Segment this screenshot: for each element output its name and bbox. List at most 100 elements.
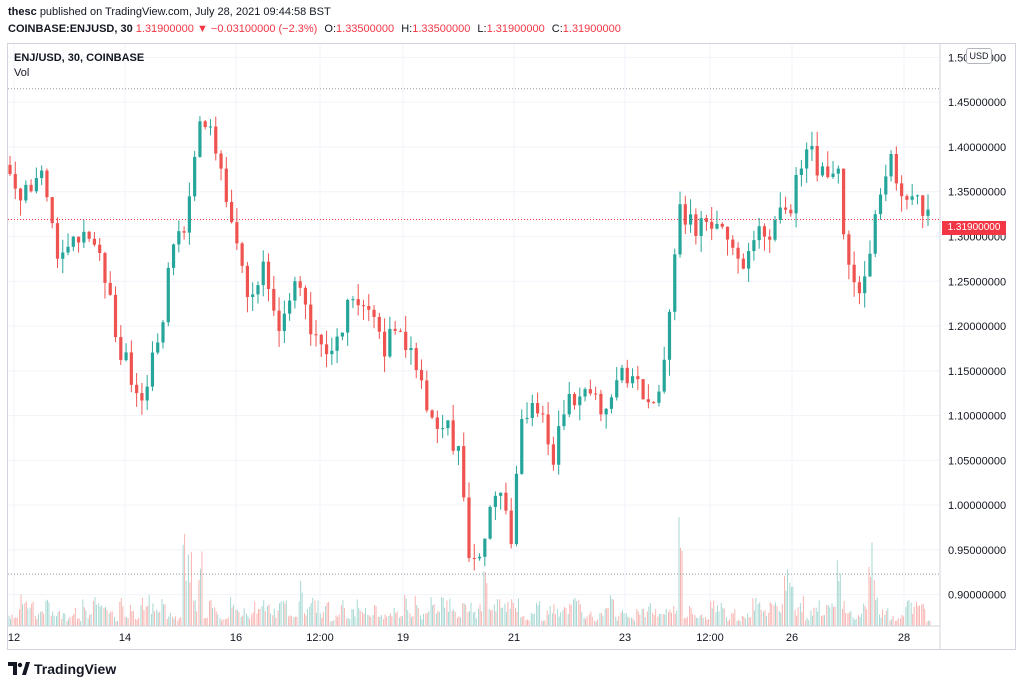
volume-bar	[655, 609, 657, 626]
volume-bar	[438, 611, 440, 626]
volume-bar	[683, 618, 685, 626]
volume-bar	[701, 614, 703, 626]
volume-bar	[908, 600, 910, 626]
volume-bar	[748, 617, 750, 626]
candle-body	[87, 231, 91, 239]
candle-body	[219, 153, 223, 169]
volume-bar	[263, 600, 265, 626]
volume-bar	[525, 619, 527, 626]
volume-bar	[726, 617, 728, 626]
volume-bar	[752, 598, 754, 626]
volume-bar	[532, 614, 534, 626]
volume-bar	[316, 612, 317, 626]
volume-bar	[454, 611, 456, 626]
volume-bar	[502, 607, 504, 626]
volume-bar	[48, 602, 50, 626]
x-tick-label: 12:00	[306, 632, 334, 644]
volume-bar	[68, 618, 70, 626]
candle-body	[699, 218, 703, 236]
volume-bar	[845, 612, 847, 626]
candle-body	[509, 510, 513, 545]
volume-bar	[77, 618, 79, 626]
volume-bar	[414, 595, 416, 626]
candle-body	[229, 202, 234, 223]
candle-body	[29, 184, 33, 192]
candle-body	[720, 223, 724, 227]
volume-bar	[495, 611, 497, 626]
volume-bar	[386, 616, 388, 626]
volume-bar	[140, 604, 142, 626]
volume-bar	[611, 598, 613, 626]
volume-bar	[569, 603, 571, 626]
candle-body	[472, 558, 476, 560]
candle-body	[382, 331, 387, 357]
volume-bar	[69, 617, 71, 626]
volume-bar	[585, 618, 587, 626]
open-value: 1.33500000	[336, 23, 395, 35]
volume-bar	[356, 599, 358, 626]
volume-bar	[90, 613, 92, 626]
volume-bar	[604, 608, 606, 626]
volume-bar	[101, 605, 103, 626]
volume-bar	[789, 582, 791, 626]
volume-bar	[231, 607, 233, 626]
volume-bar	[117, 620, 119, 626]
candle-body	[346, 299, 350, 333]
volume-bar	[404, 594, 406, 626]
currency-badge[interactable]: USD	[966, 48, 992, 64]
volume-bar	[771, 603, 773, 626]
candle-body	[50, 197, 54, 224]
candle-body	[430, 410, 434, 418]
candle-body	[288, 300, 292, 314]
volume-bar	[484, 572, 486, 626]
candle-body	[293, 281, 297, 301]
volume-bar	[437, 610, 439, 626]
volume-bar	[447, 611, 449, 626]
volume-bar	[755, 597, 757, 626]
candle-body	[76, 236, 81, 243]
volume-bar	[227, 617, 229, 626]
volume-bar	[625, 613, 627, 626]
volume-bar	[89, 614, 91, 626]
volume-bar	[922, 603, 924, 626]
volume-bar	[591, 616, 593, 626]
volume-bar	[716, 605, 718, 626]
volume-bar	[896, 620, 898, 626]
volume-bar	[667, 612, 669, 626]
volume-bar	[27, 608, 29, 626]
volume-bar	[34, 616, 36, 626]
candle-body	[235, 222, 239, 244]
candle-body	[546, 414, 550, 445]
volume-bar	[773, 605, 775, 626]
y-tick-label: 1.40000000	[948, 142, 1006, 154]
volume-bar	[875, 599, 877, 626]
volume-bar	[474, 611, 476, 626]
volume-bar	[314, 600, 316, 626]
volume-bar	[848, 612, 850, 626]
volume-bar	[669, 609, 671, 626]
volume-bars	[8, 517, 931, 626]
y-tick-label: 1.20000000	[948, 321, 1006, 333]
candle-body	[594, 393, 598, 395]
volume-bar	[674, 613, 676, 626]
volume-bar	[727, 620, 729, 626]
volume-bar	[694, 615, 696, 626]
volume-bar	[198, 580, 200, 626]
x-tick-label: 16	[230, 632, 242, 644]
volume-bar	[764, 610, 766, 626]
y-tick-label: 1.00000000	[948, 500, 1006, 512]
candle-body	[789, 209, 793, 214]
volume-bar	[706, 620, 708, 626]
volume-bar	[280, 601, 282, 626]
volume-bar	[509, 608, 511, 626]
volume-bar	[546, 610, 548, 626]
volume-bar	[131, 611, 133, 626]
volume-bar	[71, 615, 73, 626]
volume-bar	[646, 611, 648, 626]
volume-bar	[836, 560, 838, 626]
volume-bar	[488, 609, 490, 626]
volume-bar	[190, 552, 192, 626]
volume-bar	[576, 600, 578, 626]
volume-bar	[37, 614, 39, 626]
